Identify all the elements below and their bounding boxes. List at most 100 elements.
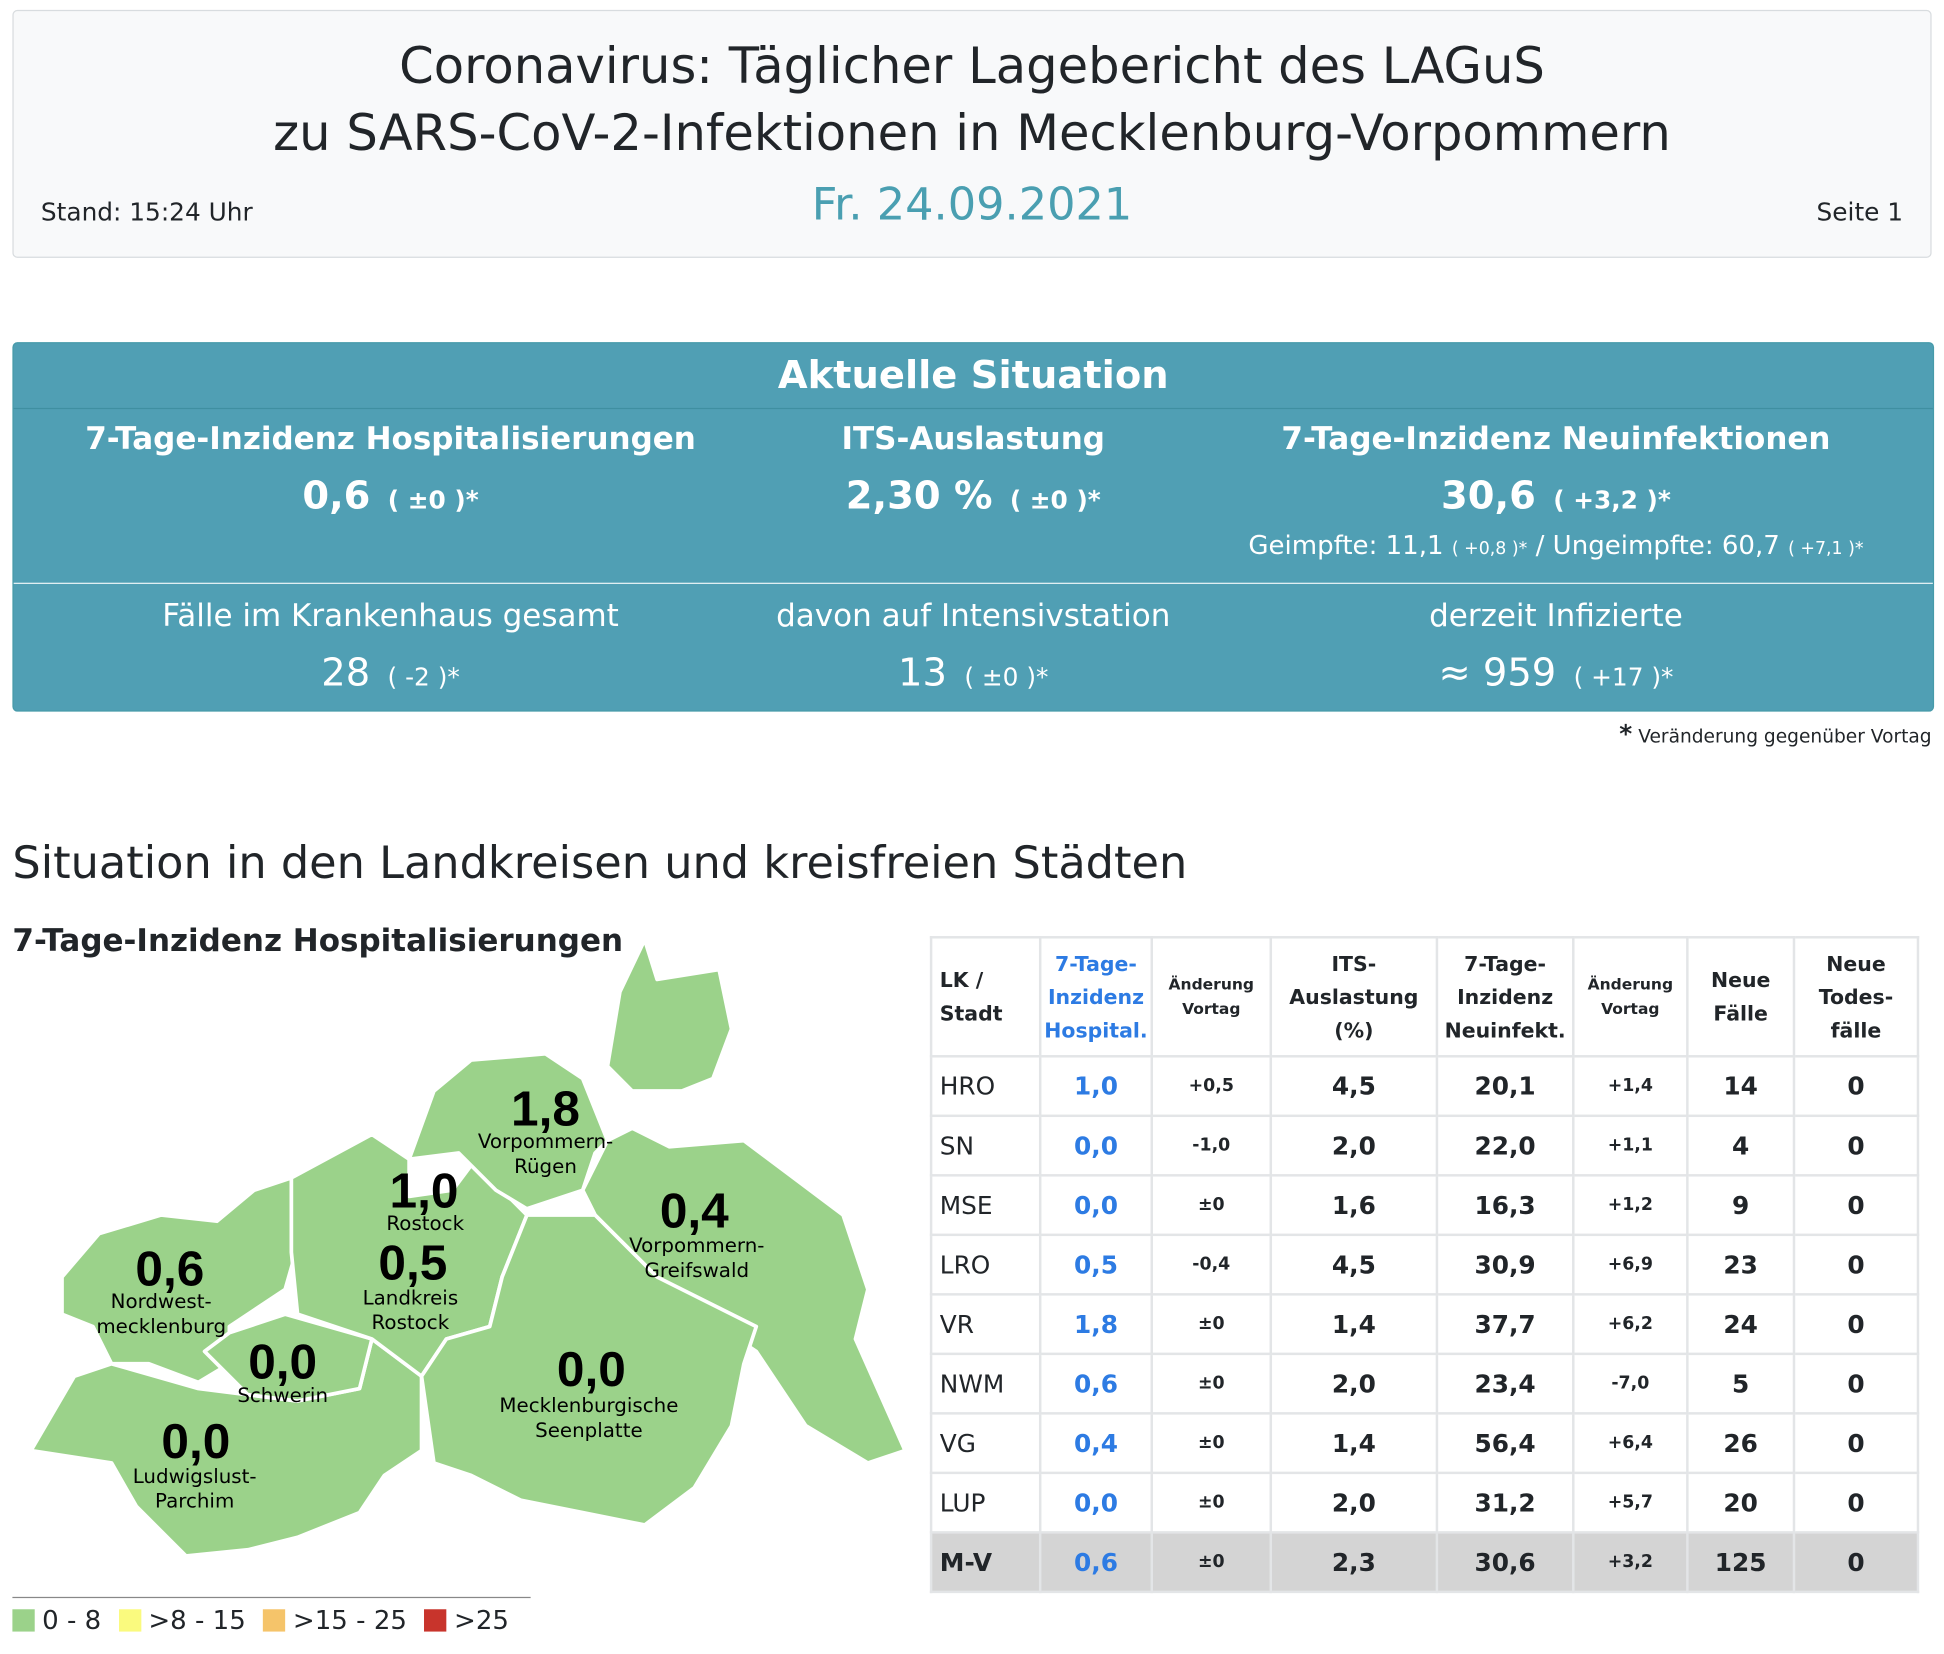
its-load: ITS-Auslastung 2,30 % ( ±0 )* [651,420,1296,518]
table-row-total: M-V 0,6 ±0 2,3 30,6 +3,2 125 0 [929,1531,1920,1594]
table-cell: 0 [1792,1412,1920,1475]
neu-change: ( +3,2 )* [1553,484,1671,515]
table-cell: ±0 [1151,1531,1273,1594]
table-row: HRO 1,0 +0,5 4,5 20,1 +1,4 14 0 [929,1055,1920,1118]
svg-text:0,4: 0,4 [660,1182,729,1238]
footnote: * Veränderung gegenüber Vortag [1619,719,1932,749]
region-lup [29,1337,424,1558]
ungeimpfte-change: ( +7,1 )* [1788,539,1864,560]
kh-value: 28 [321,650,371,696]
table-cell: -1,0 [1151,1114,1273,1177]
table-row: LRO 0,5 -0,4 4,5 30,9 +6,9 23 0 [929,1233,1920,1296]
table-cell: VG [929,1412,1042,1475]
separator: / [1535,530,1545,561]
table-row: LUP 0,0 ±0 2,0 31,2 +5,7 20 0 [929,1471,1920,1534]
svg-text:Landkreis: Landkreis [363,1286,459,1309]
svg-text:Vorpommern-: Vorpommern- [629,1234,764,1257]
svg-text:Schwerin: Schwerin [237,1384,328,1407]
table-cell: 23,4 [1435,1352,1575,1415]
svg-text:0,0: 0,0 [161,1413,230,1469]
legend-item: >15 - 25 [263,1606,407,1635]
table-cell: 0 [1792,1471,1920,1534]
hospital-cases: Fälle im Krankenhaus gesamt 28 ( -2 )* [68,598,713,696]
map-labels: 1,8 Vorpommern- Rügen 1,0 Rostock 0,4 Vo… [96,1081,764,1513]
col-header: ITS-Auslastung (%) [1269,936,1439,1058]
svg-text:Greifswald: Greifswald [644,1259,749,1282]
table-cell: 1,8 [1038,1293,1154,1356]
col-header: Neue Fälle [1686,936,1796,1058]
svg-text:Rostock: Rostock [386,1212,464,1235]
region-vr-ruegen-island [605,937,734,1093]
neu-value: 30,6 [1441,473,1536,519]
table-cell: 0,6 [1038,1352,1154,1415]
table-cell: +1,4 [1573,1055,1689,1118]
svg-text:Parchim: Parchim [155,1490,234,1513]
kh-change: ( -2 )* [387,662,460,692]
infiziert-change: ( +17 )* [1573,662,1674,692]
intensiv-change: ( ±0 )* [964,662,1049,692]
table-cell: 2,0 [1269,1352,1439,1415]
table-cell: MSE [929,1174,1042,1237]
table-cell: 2,3 [1269,1531,1439,1594]
table-cell: SN [929,1114,1042,1177]
table-cell: 0,5 [1038,1233,1154,1296]
region-mse [419,1213,759,1527]
svg-text:Nordwest-: Nordwest- [111,1290,212,1313]
district-map: 1,8 Vorpommern- Rügen 1,0 Rostock 0,4 Vo… [29,937,907,1558]
page-number: Seite 1 [1816,197,1904,227]
table-cell: 56,4 [1435,1412,1575,1475]
region-sn [202,1312,374,1403]
table-cell: +1,2 [1573,1174,1689,1237]
table-cell: 1,4 [1269,1412,1439,1475]
svg-text:1,8: 1,8 [511,1081,580,1137]
table-cell: +6,2 [1573,1293,1689,1356]
table-cell: 1,6 [1269,1174,1439,1237]
table-cell: VR [929,1293,1042,1356]
table-cell: 0 [1792,1293,1920,1356]
table-cell: -7,0 [1573,1352,1689,1415]
hosp-incidence: 7-Tage-Inzidenz Hospitalisierungen 0,6 ( … [68,420,713,518]
table-cell: 125 [1686,1531,1796,1594]
table-cell: -0,4 [1151,1233,1273,1296]
its-change: ( ±0 )* [1009,484,1101,515]
region-vr [407,1051,610,1211]
svg-text:1,0: 1,0 [390,1163,459,1219]
table-cell: 16,3 [1435,1174,1575,1237]
table-row: MSE 0,0 ±0 1,6 16,3 +1,2 9 0 [929,1174,1920,1237]
table-cell: +3,2 [1573,1531,1689,1594]
table-cell: 22,0 [1435,1114,1575,1177]
table-cell: 20 [1686,1471,1796,1534]
col-header: Änderung Vortag [1151,936,1273,1058]
table-cell: 4,5 [1269,1233,1439,1296]
table-cell: ±0 [1151,1293,1273,1356]
its-value: 2,30 % [845,473,993,519]
report-date: Fr. 24.09.2021 [811,179,1133,231]
table-cell: ±0 [1151,1174,1273,1237]
legend-item: >25 [424,1606,509,1635]
intensiv-label: davon auf Intensivstation [776,597,1171,634]
title-line-1: Coronavirus: Täglicher Lagebericht des L… [399,38,1545,96]
table-cell: 0 [1792,1055,1920,1118]
intensiv-value: 13 [898,650,947,696]
svg-text:Ludwigslust-: Ludwigslust- [133,1465,257,1488]
table-cell: +5,7 [1573,1471,1689,1534]
table-cell: ±0 [1151,1412,1273,1475]
table-cell: HRO [929,1055,1042,1118]
table-cell: 2,0 [1269,1114,1439,1177]
map-legend: 0 - 8 >8 - 15 >15 - 25 >25 [12,1596,531,1635]
svg-text:0,0: 0,0 [248,1334,317,1390]
legend-item: >8 - 15 [118,1606,246,1635]
section-title: Situation in den Landkreisen und kreisfr… [12,838,1188,889]
its-label: ITS-Auslastung [841,420,1105,457]
table-cell: 0 [1792,1352,1920,1415]
table-cell: 0 [1792,1114,1920,1177]
table-cell: 0 [1792,1174,1920,1237]
table-cell: 31,2 [1435,1471,1575,1534]
table-cell: 37,7 [1435,1293,1575,1356]
table-cell: 4 [1686,1114,1796,1177]
legend-item: 0 - 8 [12,1606,101,1635]
ungeimpfte: Ungeimpfte: 60,7 [1552,530,1780,561]
table-row: NWM 0,6 ±0 2,0 23,4 -7,0 5 0 [929,1352,1920,1415]
table-cell: 0,0 [1038,1114,1154,1177]
svg-text:0,5: 0,5 [378,1234,447,1290]
